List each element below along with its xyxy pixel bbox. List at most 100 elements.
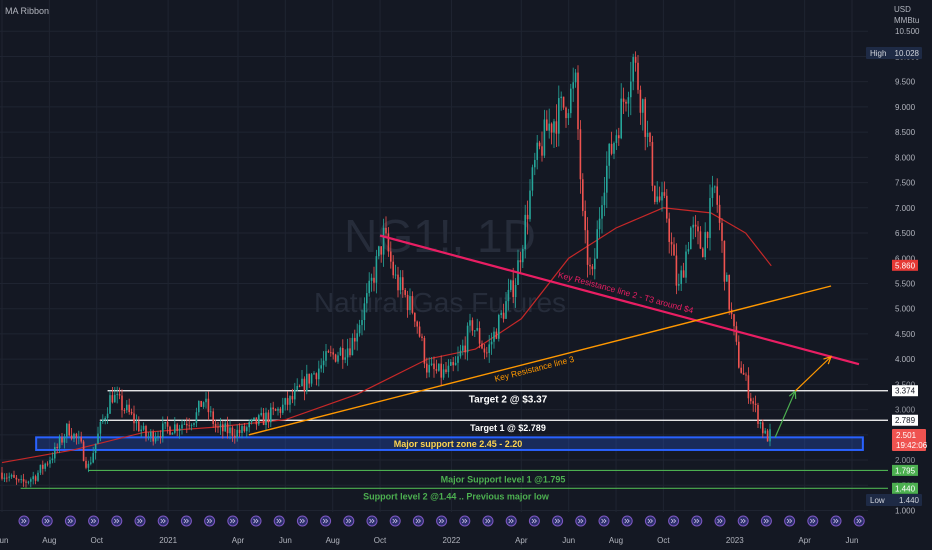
candle-up [140,429,142,432]
candle-down [435,369,438,371]
candle-down [625,101,627,104]
target-level-label: Target 1 @ $2.789 [470,423,546,433]
candle-down [15,477,18,480]
candle-up [198,400,200,413]
candle-down [735,326,738,342]
price-tick-label: 7.500 [895,179,916,188]
candle-up [361,320,363,326]
candle-down [334,354,337,362]
candle-up [150,431,152,437]
candle-up [306,373,308,392]
unit-label: MMBtu [894,16,919,25]
candle-up [301,378,303,387]
candle-up [368,280,370,294]
watermark: NG1!, 1D Natural Gas Futures [314,210,566,318]
candle-up [126,404,128,411]
candle-up [469,320,471,326]
candle-down [668,218,670,242]
price-tick-label: 8.500 [895,128,916,137]
candle-up [764,430,766,434]
candle-up [51,458,54,461]
watermark-name: Natural Gas Futures [314,287,566,318]
high-label: High [870,49,886,58]
event-marker-icon [528,515,540,527]
low-value: 1.440 [899,496,920,505]
candle-down [385,227,387,234]
time-tick-label: Aug [326,536,340,545]
trend-lines[interactable] [248,234,860,436]
candle-up [572,82,574,89]
candle-up [116,394,118,395]
indicator-label[interactable]: MA Ribbon [5,6,49,16]
high-value: 10.028 [895,49,920,58]
candle-up [30,479,32,482]
candle-up [90,462,92,464]
candle-down [591,266,594,270]
candle-down [577,72,579,130]
event-marker-icon [273,515,285,527]
candle-down [128,404,130,413]
candle-up [358,325,361,334]
candle-up [493,331,495,342]
candle-up [114,394,116,403]
watermark-symbol: NG1!, 1D [344,210,536,262]
candle-up [20,479,22,480]
low-label: Low [870,496,885,505]
candle-down [526,214,529,220]
candle-up [337,355,339,362]
time-tick-label: Oct [374,536,387,545]
candle-up [692,224,694,228]
candle-up [351,337,354,356]
candle-up [87,463,90,468]
candle-up [258,415,260,425]
candle-down [80,437,82,442]
candle-down [699,231,702,249]
candle-down [586,230,589,265]
candle-down [433,363,435,370]
price-tick-label: 6.000 [895,254,916,263]
candle-up [32,476,34,480]
candle-down [658,196,661,201]
candle-up [250,419,253,423]
candle-up [714,186,716,188]
candle-up [289,396,291,405]
candle-up [366,293,368,304]
candle-up [574,72,577,83]
candle-up [58,437,61,449]
candle-down [694,224,697,227]
candle-up [325,351,327,361]
candle-up [356,333,358,342]
candle-up [44,463,46,469]
candle-up [769,429,771,442]
time-axis[interactable]: Jun Aug Oct 2021 Apr Jun Aug Oct 2022 Apr Jun Aug Oc… [0,536,858,545]
candle-up [606,165,608,193]
candle-up [135,421,138,424]
price-tick-label: 10.500 [895,27,920,36]
candle-down [111,395,114,403]
price-tick-label: 3.500 [895,380,916,389]
candle-up [678,284,680,286]
candle-down [387,233,390,252]
candle-up [183,423,186,425]
candle-down [207,398,210,413]
candle-up [498,314,500,339]
support-zone [35,436,864,451]
support-level-label: Support level 2 @1.44 .. Previous major … [363,491,550,501]
candle-up [630,81,632,98]
candle-down [34,476,37,481]
candle-up [39,464,42,473]
candle-up [596,229,598,259]
candle-up [598,218,601,230]
candle-up [284,398,286,405]
candle-down [166,421,169,427]
candle-up [99,421,102,434]
candle-up [466,325,469,353]
event-marker-icon [552,515,564,527]
candle-up [632,57,634,82]
level-tag-text: 2.789 [895,416,916,425]
candle-down [200,400,202,407]
candle-down [272,407,274,410]
candle-down [327,351,330,353]
candle-up [106,413,109,418]
